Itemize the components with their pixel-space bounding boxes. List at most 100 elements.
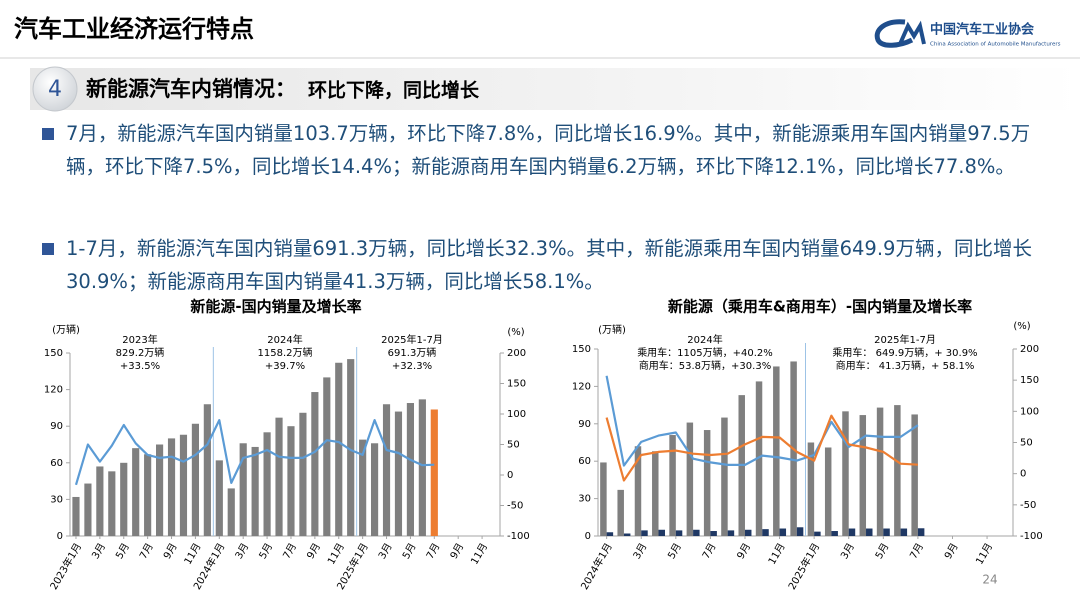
x-tick-label: 2024年1月 — [578, 541, 615, 592]
annotation: 2024年 — [687, 333, 722, 346]
x-tick-label: 5月 — [873, 541, 892, 561]
bar — [755, 381, 763, 536]
y-tick-label: 150 — [44, 348, 63, 359]
bar — [132, 448, 140, 536]
y2-tick-label: 150 — [1020, 375, 1039, 386]
y2-axis-unit: (%) — [507, 327, 524, 338]
x-tick-label: 3月 — [838, 541, 857, 561]
bar — [600, 462, 607, 536]
bar — [876, 407, 884, 536]
bar — [641, 530, 648, 536]
section-heading: 新能源汽车内销情况： — [86, 77, 296, 101]
x-tick-label: 7月 — [908, 541, 927, 561]
annotation: 2024年 — [267, 333, 302, 346]
y2-tick-label: 50 — [1020, 438, 1033, 449]
y2-tick-label: -100 — [507, 531, 530, 542]
x-tick-label: 11月 — [182, 541, 204, 567]
annotation: 2025年1-7月 — [381, 333, 443, 346]
x-tick-label: 7月 — [281, 541, 300, 561]
bar — [744, 529, 752, 536]
annotation: 商用车： 41.3万辆，+ 58.1% — [836, 359, 975, 372]
y-tick-label: 120 — [572, 381, 591, 392]
y-tick-label: 150 — [572, 344, 591, 355]
x-tick-label: 5月 — [113, 541, 132, 561]
bar — [894, 405, 901, 536]
bar — [72, 496, 80, 536]
x-tick-label: 9月 — [735, 541, 754, 561]
x-tick-label: 11月 — [766, 541, 788, 567]
bar — [287, 426, 295, 536]
x-tick-label: 2025年1月 — [785, 541, 822, 592]
bar — [191, 423, 199, 536]
y2-tick-label: 50 — [507, 440, 520, 451]
bar — [669, 435, 676, 536]
y2-tick-label: -100 — [1020, 531, 1043, 542]
bar — [623, 533, 631, 536]
page-number: 24 — [982, 573, 997, 587]
section-band — [30, 68, 1080, 110]
y2-tick-label: 200 — [1020, 344, 1039, 355]
bar — [203, 404, 211, 536]
annotation: +39.7% — [265, 361, 305, 372]
annotation: 2025年1-7月 — [874, 333, 936, 346]
bar — [311, 392, 319, 536]
y-tick-label: 0 — [57, 531, 63, 542]
x-tick-label: 5月 — [665, 541, 684, 561]
line-series — [605, 375, 919, 467]
x-tick-label: 11月 — [325, 541, 347, 567]
x-tick-label: 9月 — [942, 541, 961, 561]
bar — [299, 412, 307, 536]
bar — [406, 403, 414, 536]
x-tick-label: 9月 — [448, 541, 467, 561]
bar — [686, 422, 694, 536]
y2-tick-label: 200 — [507, 348, 526, 359]
x-tick-label: 11月 — [973, 541, 995, 567]
annotation: +33.5% — [120, 361, 160, 372]
x-tick-label: 9月 — [304, 541, 323, 561]
bar — [710, 531, 717, 536]
x-tick-label: 3月 — [233, 541, 252, 561]
bar — [167, 438, 176, 536]
logo-english: China Association of Automobile Manufact… — [930, 42, 1061, 48]
bar — [762, 529, 769, 536]
annotation: 2023年 — [122, 333, 157, 346]
annotation: 829.2万辆 — [116, 346, 165, 359]
y2-tick-label: 0 — [507, 470, 513, 481]
bar — [859, 415, 867, 536]
bar — [779, 528, 787, 536]
annotation: 商用车：53.8万辆，+30.3% — [639, 359, 771, 372]
x-tick-label: 5月 — [257, 541, 276, 561]
bar — [917, 528, 925, 536]
x-tick-label: 7月 — [137, 541, 156, 561]
y-tick-label: 60 — [578, 456, 591, 467]
bar — [144, 454, 152, 536]
chart-title: 新能源-国内销量及增长率 — [190, 298, 361, 316]
bar — [721, 417, 728, 536]
bullet-text: 1-7月，新能源汽车国内销量691.3万辆，同比增长32.3%。其中，新能源乘用… — [66, 237, 1032, 293]
bar — [96, 466, 104, 536]
bar — [842, 411, 849, 536]
y-tick-label: 90 — [578, 419, 591, 430]
y-tick-label: 90 — [50, 421, 63, 432]
bar — [727, 530, 735, 536]
x-tick-label: 7月 — [700, 541, 719, 561]
y2-tick-label: 150 — [507, 379, 526, 390]
bar — [418, 399, 426, 536]
y-axis-unit: (万辆) — [52, 323, 80, 336]
bar — [215, 460, 223, 536]
bar — [323, 377, 331, 536]
bar — [275, 417, 283, 536]
y2-tick-label: -50 — [1020, 500, 1036, 511]
bar — [335, 362, 343, 536]
y2-tick-label: -50 — [507, 501, 523, 512]
x-tick-label: 2023年1月 — [47, 541, 84, 592]
y-tick-label: 60 — [50, 458, 63, 469]
bar — [359, 439, 367, 536]
annotation: 1158.2万辆 — [258, 346, 313, 359]
bar — [371, 443, 379, 536]
y-tick-label: 0 — [585, 531, 591, 542]
bar — [606, 532, 614, 536]
bar — [911, 414, 918, 536]
bar — [227, 488, 235, 536]
